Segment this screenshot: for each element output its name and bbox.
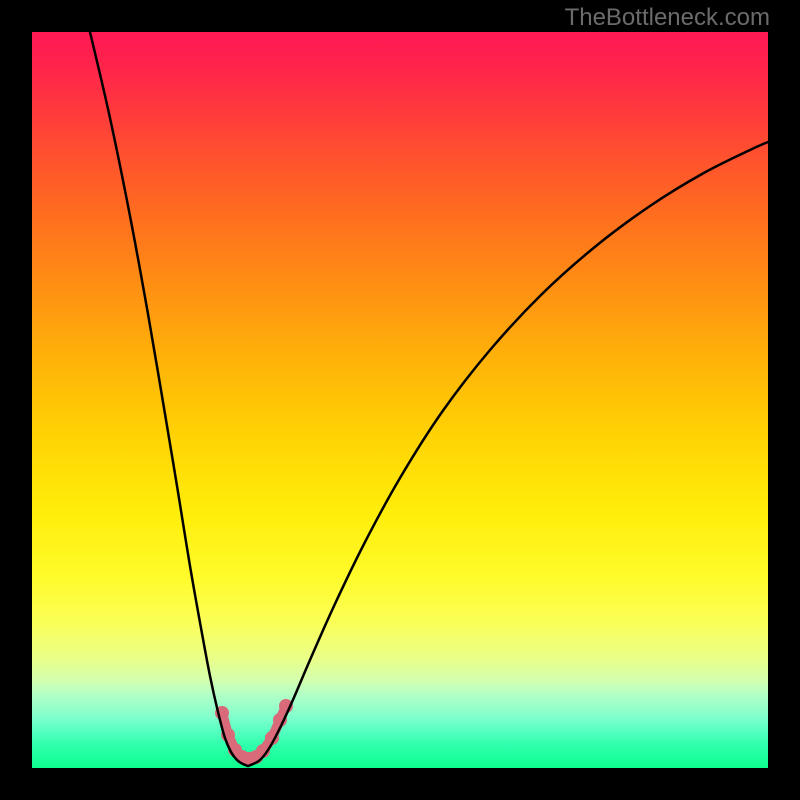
right-curve: [248, 142, 768, 766]
curves-layer: [0, 0, 800, 800]
source-watermark: TheBottleneck.com: [565, 4, 770, 32]
left-curve: [90, 32, 248, 766]
outer-frame: TheBottleneck.com: [0, 0, 800, 800]
